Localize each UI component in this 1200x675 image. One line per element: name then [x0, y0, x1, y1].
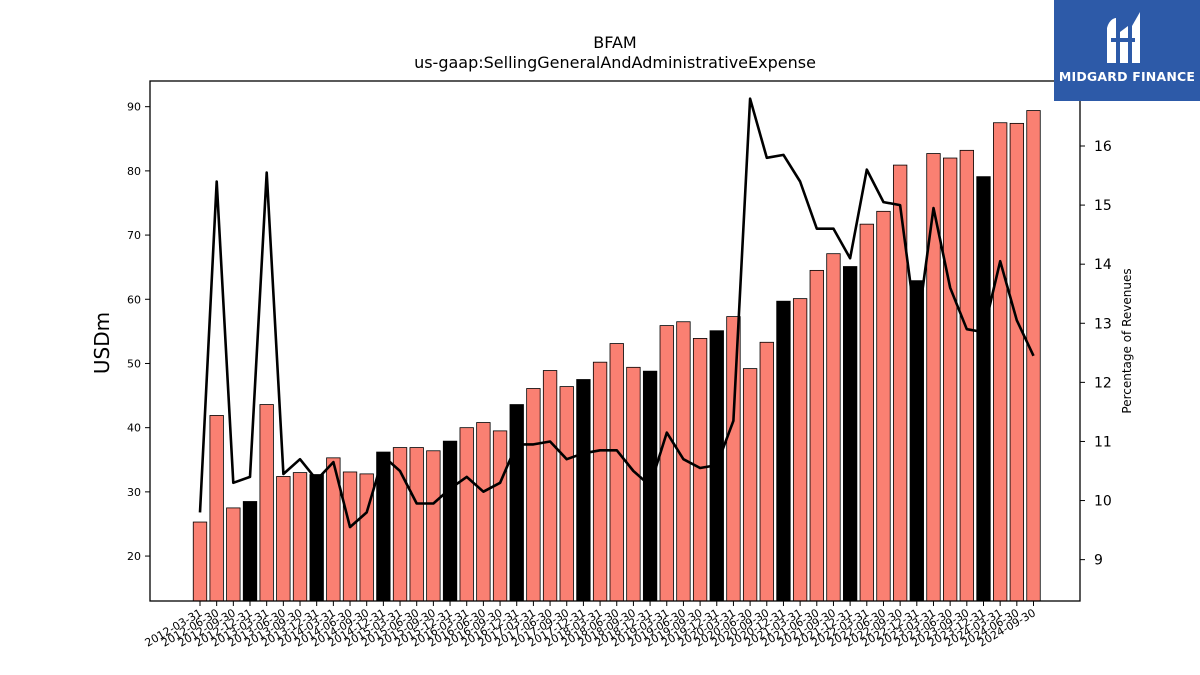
bar — [609, 343, 624, 602]
bar — [309, 474, 324, 602]
bar — [626, 366, 641, 602]
bar — [776, 300, 791, 602]
bar — [826, 253, 841, 602]
bar — [526, 388, 541, 602]
bar — [276, 476, 291, 602]
bar — [1009, 122, 1024, 602]
y2-tick-label: 11 — [1094, 434, 1112, 450]
plot-frame — [149, 80, 1081, 602]
chart-subtitle: us-gaap:SellingGeneralAndAdministrativeE… — [414, 53, 816, 72]
y2-tick-label: 9 — [1094, 553, 1103, 569]
y-tick-label: 90 — [127, 101, 141, 114]
y2-tick-label: 15 — [1094, 198, 1112, 214]
y-axis-label: USDm — [90, 312, 114, 374]
y2-tick-label: 16 — [1094, 139, 1112, 155]
y2-tick-label: 13 — [1094, 316, 1112, 332]
bar — [976, 176, 991, 602]
bar — [926, 153, 941, 602]
y2-axis-label: Percentage of Revenues — [1120, 268, 1134, 413]
bar — [576, 379, 591, 602]
bar — [442, 440, 458, 602]
bar — [943, 157, 958, 602]
bar — [809, 269, 824, 602]
y-tick-label: 40 — [127, 422, 141, 435]
percentage-line — [198, 97, 1035, 529]
bar — [292, 472, 308, 602]
y-tick-label: 30 — [127, 486, 141, 499]
bar — [759, 341, 774, 602]
y-tick-label: 70 — [127, 229, 141, 242]
bar — [542, 370, 558, 602]
bar — [859, 223, 874, 602]
bar — [559, 386, 574, 602]
bar — [892, 164, 908, 602]
bar — [409, 447, 424, 602]
bar — [226, 507, 241, 602]
bar — [192, 521, 208, 602]
brand-logo: MIDGARD FINANCE — [1054, 0, 1200, 101]
bar — [342, 471, 358, 602]
y2-tick-label: 14 — [1094, 257, 1112, 273]
bar — [426, 450, 441, 602]
line-group — [198, 97, 1035, 529]
bar — [842, 266, 858, 602]
bar — [259, 404, 274, 602]
y2-tick-label: 12 — [1094, 375, 1112, 391]
y-tick-label: 20 — [127, 550, 141, 563]
bars-group — [192, 110, 1041, 602]
brand-name: MIDGARD FINANCE — [1058, 69, 1196, 84]
bar — [876, 210, 891, 602]
y-tick-label: 60 — [127, 293, 141, 306]
bar — [659, 325, 674, 602]
bar — [692, 338, 708, 602]
y2-tick-label: 10 — [1094, 494, 1112, 510]
y-tick-label: 50 — [127, 357, 141, 370]
axes-group: 2012-03-312012-06-302012-09-302012-12-31… — [127, 101, 1112, 650]
bar — [459, 427, 474, 602]
midgard-logo-icon — [1107, 12, 1140, 63]
bar — [792, 298, 808, 602]
bar — [592, 361, 608, 602]
bar — [492, 430, 508, 602]
chart-title: BFAM — [593, 33, 636, 52]
bar — [476, 422, 491, 602]
bar — [742, 368, 758, 602]
bar — [993, 122, 1008, 602]
bar — [509, 404, 524, 602]
bar — [959, 149, 974, 602]
bar — [242, 501, 258, 602]
bar — [209, 415, 224, 602]
y-tick-label: 80 — [127, 165, 141, 178]
bar — [726, 316, 741, 602]
